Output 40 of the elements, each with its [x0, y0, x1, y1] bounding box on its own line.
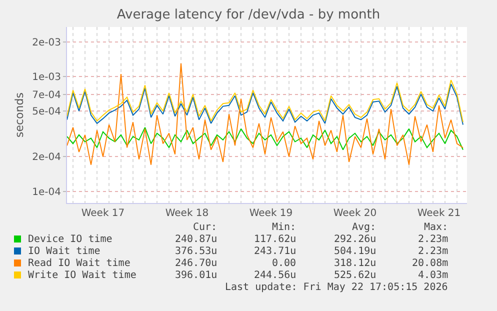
legend-label: Device IO time — [28, 234, 112, 245]
text: Min: — [272, 222, 296, 233]
text: 0.00 — [272, 258, 296, 269]
y-tick-label: 2e-03 — [32, 37, 61, 48]
text: 318.12u — [334, 258, 376, 269]
legend-label: Read IO Wait time — [28, 258, 130, 269]
text: 396.01u — [175, 270, 218, 281]
text: 117.62u — [254, 234, 296, 245]
text: Max: — [424, 222, 448, 233]
text: 243.71u — [254, 246, 296, 257]
text: 244.56u — [254, 270, 296, 281]
y-tick-label: 1e-03 — [32, 72, 61, 83]
y-tick-label: 7e-04 — [32, 90, 61, 101]
text: 504.19u — [334, 246, 376, 257]
text: 292.26u — [334, 234, 376, 245]
text: 246.70u — [175, 258, 218, 269]
x-tick-label: Week 18 — [165, 208, 209, 219]
line-series — [67, 62, 464, 166]
text: 376.53u — [175, 246, 218, 257]
x-tick-label: Week 19 — [249, 208, 293, 219]
x-tick-label: Week 17 — [81, 208, 125, 219]
text: 2.23m — [418, 246, 448, 257]
text: 525.62u — [334, 270, 376, 281]
y-tick-label: 5e-04 — [32, 106, 61, 118]
chart-title: Average latency for /dev/vda - by month — [116, 8, 380, 23]
x-tick-label: Week 20 — [333, 208, 377, 219]
text: Last update: Fri May 22 17:05:15 2026 — [225, 282, 448, 293]
text: 240.87u — [175, 234, 218, 245]
legend-label: Write IO Wait time — [28, 270, 136, 281]
x-tick-label: Week 21 — [417, 208, 461, 219]
text: 4.03m — [418, 270, 448, 281]
line-series — [67, 126, 464, 150]
text: 20.08m — [412, 258, 448, 269]
legend-label: IO Wait time — [28, 246, 100, 257]
y-tick-label: 2e-04 — [32, 152, 61, 164]
text: Avg: — [352, 222, 376, 233]
y-axis-title: seconds — [12, 92, 26, 138]
text: 2.23m — [418, 234, 448, 245]
y-tick-label: 1e-04 — [32, 186, 61, 198]
text: Cur: — [193, 222, 218, 233]
